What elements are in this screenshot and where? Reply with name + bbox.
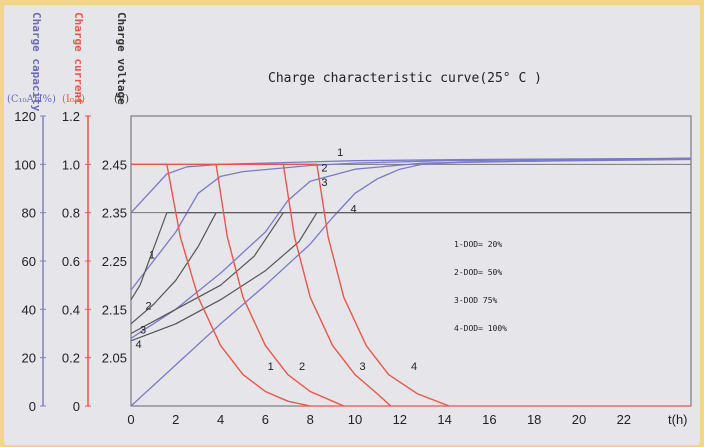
capacity-curve-label-3: 4 <box>351 204 357 216</box>
x-tick-label-4: 8 <box>307 412 314 427</box>
capacity-tick-label-5: 100 <box>14 157 36 172</box>
voltage-curve-label-0: 1 <box>149 250 155 262</box>
current-tick-label-4: 0.8 <box>62 206 80 221</box>
chart-title: Charge characteristic curve(25° C ) <box>268 71 542 86</box>
voltage-curve-2 <box>130 212 217 325</box>
current-tick-label-6: 1.2 <box>62 109 80 124</box>
voltage-tick-label-1: 2.15 <box>102 302 127 317</box>
capacity-tick-label-1: 20 <box>22 351 36 366</box>
current-curve-label-3: 4 <box>411 361 417 373</box>
current-curve-label-0: 1 <box>268 361 274 373</box>
voltage-tick-label-3: 2.35 <box>102 206 127 221</box>
current-curve-3 <box>282 164 392 407</box>
current-axis-title: Charge current <box>72 12 85 105</box>
legend-entry-1: 1-DOD= 20% <box>454 240 502 249</box>
legend-entry-4: 4-DOD= 100% <box>454 324 507 333</box>
x-tick-label-2: 4 <box>217 412 224 427</box>
voltage-tick-label-2: 2.25 <box>102 254 127 269</box>
x-tick-label-11: 22 <box>617 412 631 427</box>
capacity-axis-unit: (C₁₀AH%) <box>7 94 56 105</box>
voltage-axis-unit: (V) <box>114 94 129 105</box>
legend-entry-2: 2-DOD= 50% <box>454 268 502 277</box>
voltage-tick-label-0: 2.05 <box>102 351 127 366</box>
x-tick-label-0: 0 <box>127 412 134 427</box>
capacity-tick-label-3: 60 <box>22 254 36 269</box>
voltage-curve-label-3: 4 <box>135 339 141 351</box>
voltage-curve-1 <box>130 212 691 301</box>
current-curve-4 <box>316 164 450 407</box>
x-tick-label-7: 14 <box>437 412 451 427</box>
legend-entry-3: 3-DOD 75% <box>454 296 498 305</box>
capacity-axis-title: Charge capacity <box>30 12 43 112</box>
x-tick-label-9: 18 <box>527 412 541 427</box>
capacity-tick-label-4: 80 <box>22 206 36 221</box>
x-tick-label-5: 10 <box>348 412 362 427</box>
capacity-curve-label-2: 3 <box>321 177 327 189</box>
voltage-curve-label-2: 3 <box>140 325 146 337</box>
x-tick-label-10: 20 <box>572 412 586 427</box>
voltage-curve-4 <box>130 212 318 342</box>
current-curve-label-2: 3 <box>359 361 365 373</box>
x-tick-label-1: 2 <box>172 412 179 427</box>
current-curve-2 <box>215 164 345 407</box>
x-tick-label-8: 16 <box>482 412 496 427</box>
capacity-curve-2 <box>130 157 692 291</box>
capacity-curve-3 <box>130 157 692 339</box>
x-axis-label: t(h) <box>668 412 688 427</box>
capacity-curve-label-0: 1 <box>337 147 343 159</box>
current-axis-unit: (I₀A) <box>62 94 85 105</box>
x-tick-label-3: 6 <box>262 412 269 427</box>
current-tick-label-5: 1.0 <box>62 157 80 172</box>
voltage-tick-label-4: 2.45 <box>102 157 127 172</box>
current-tick-label-3: 0.6 <box>62 254 80 269</box>
current-tick-label-2: 0.4 <box>62 302 80 317</box>
capacity-tick-label-2: 40 <box>22 302 36 317</box>
capacity-tick-label-6: 120 <box>14 109 36 124</box>
voltage-curve-label-1: 2 <box>146 300 152 312</box>
current-curve-label-1: 2 <box>299 361 305 373</box>
capacity-curve-label-1: 2 <box>321 163 327 175</box>
current-curve-1 <box>131 163 311 407</box>
voltage-curve-3 <box>130 212 284 335</box>
voltage-axis-title: Charge voltage <box>115 12 128 105</box>
x-tick-label-6: 12 <box>393 412 407 427</box>
current-tick-label-1: 0.2 <box>62 351 80 366</box>
current-tick-label-0: 0 <box>73 399 80 414</box>
capacity-tick-label-0: 0 <box>29 399 36 414</box>
